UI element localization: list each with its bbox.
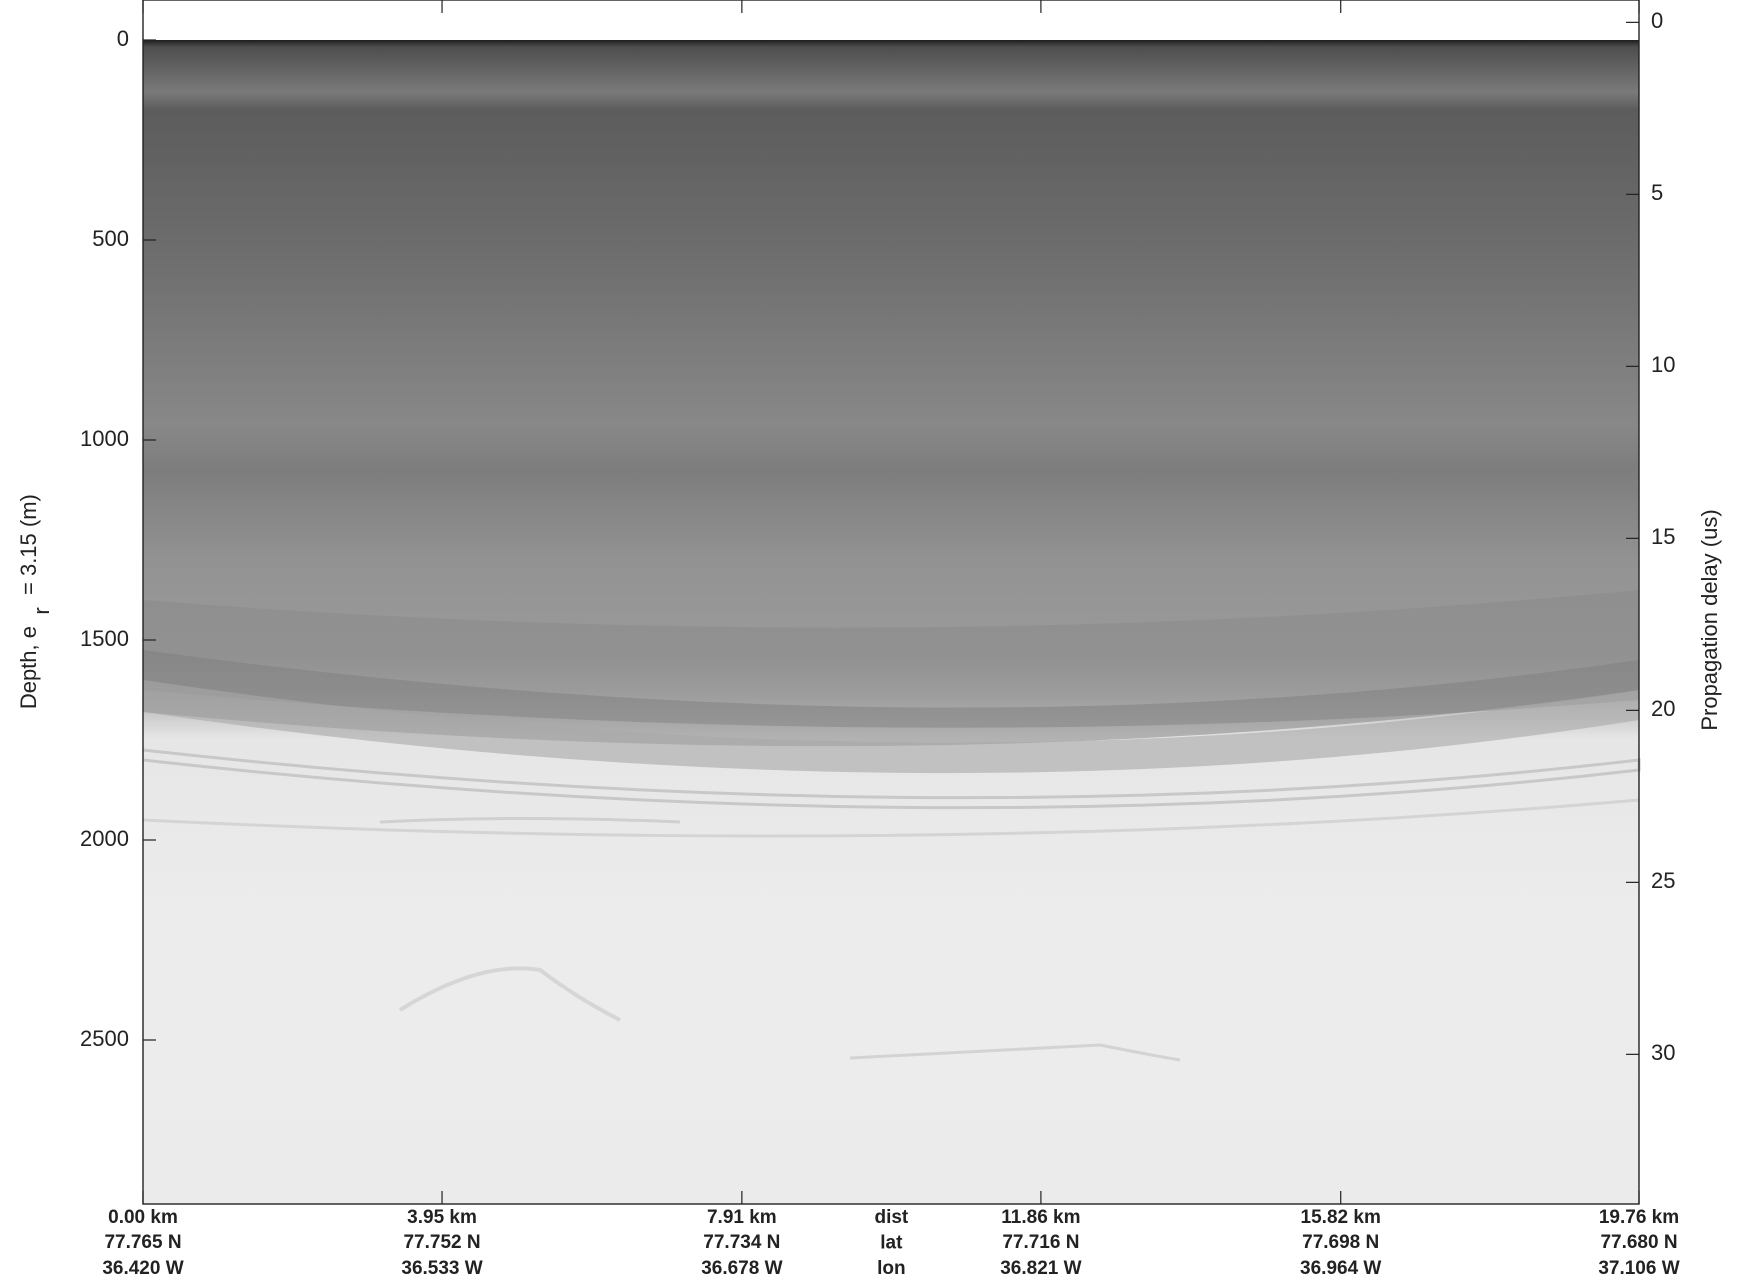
- y-tick-label: 1500: [80, 626, 129, 651]
- lon-label: 37.106 W: [1598, 1258, 1679, 1278]
- y2-label: Propagation delay (us): [1697, 509, 1722, 730]
- y-tick-label: 500: [92, 226, 129, 251]
- lat-label: 77.680 N: [1600, 1232, 1677, 1253]
- x-tick-label: 0.00 km: [108, 1207, 178, 1228]
- y2-tick-label: 10: [1651, 352, 1675, 377]
- y-tick-label: 0: [117, 26, 129, 51]
- y2-tick-label: 20: [1651, 696, 1675, 721]
- lon-label: 36.420 W: [102, 1258, 183, 1278]
- x-tick-label: 3.95 km: [407, 1207, 477, 1228]
- x-tick-label: 19.76 km: [1599, 1207, 1679, 1228]
- y2-tick-label: 5: [1651, 180, 1663, 205]
- row-name: dist: [874, 1207, 908, 1228]
- lon-label: 36.678 W: [701, 1258, 782, 1278]
- lon-label: 36.533 W: [401, 1258, 482, 1278]
- row-name: lon: [877, 1258, 906, 1278]
- plot-frame: [142, 0, 1640, 1205]
- x-tick-label: 11.86 km: [1001, 1207, 1080, 1228]
- lat-label: 77.716 N: [1002, 1232, 1079, 1253]
- y-label-main: Depth, e: [16, 626, 41, 709]
- y-tick-label: 1000: [80, 426, 129, 451]
- row-name: lat: [880, 1233, 903, 1254]
- y-label: Depth, e r = 3.15 (m): [16, 494, 54, 709]
- y-tick-label: 2000: [80, 826, 129, 851]
- x-tick-label: 15.82 km: [1301, 1207, 1381, 1228]
- y-tick-label: 2500: [80, 1026, 129, 1051]
- x-tick-label: 7.91 km: [707, 1207, 777, 1228]
- y2-tick-label: 0: [1651, 8, 1663, 33]
- lat-label: 77.765 N: [104, 1232, 181, 1253]
- y2-tick-label: 30: [1651, 1040, 1675, 1065]
- y-label-sub: r: [29, 607, 54, 614]
- lat-label: 77.698 N: [1302, 1232, 1379, 1253]
- lon-label: 36.821 W: [1000, 1258, 1081, 1278]
- lat-label: 77.752 N: [403, 1232, 480, 1253]
- y2-tick-label: 15: [1651, 524, 1675, 549]
- lat-label: 77.734 N: [703, 1232, 780, 1253]
- echogram: [142, 40, 1641, 1204]
- lon-label: 36.964 W: [1300, 1258, 1381, 1278]
- y2-tick-label: 25: [1651, 868, 1675, 893]
- y-label-rest: = 3.15 (m): [16, 494, 41, 595]
